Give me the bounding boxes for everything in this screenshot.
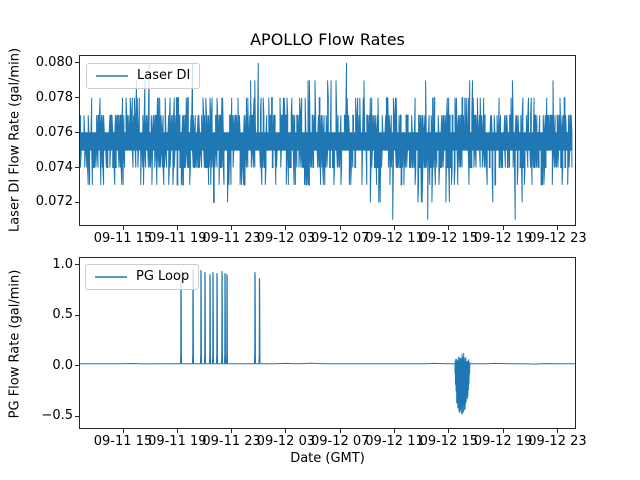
laser-di-plot-line (80, 62, 573, 220)
x-tick-label: 09-12 15 (419, 434, 479, 449)
x-tick-label: 09-11 23 (202, 231, 261, 246)
x-tick-label: 09-12 11 (365, 434, 424, 449)
x-tick-mark (122, 226, 124, 230)
y-tick-label: 0.078 (35, 89, 73, 105)
x-tick-label: 09-12 03 (256, 231, 316, 246)
y-tick-label: 0.080 (35, 54, 73, 70)
figure-title: APOLLO Flow Rates (250, 30, 405, 49)
x-tick-mark (556, 226, 558, 230)
y-tick-label: 0.074 (35, 159, 73, 175)
x-tick-label: 09-11 15 (93, 231, 153, 246)
x-tick-mark (448, 226, 450, 230)
y-tick-label: 0.072 (35, 194, 73, 210)
x-tick-mark (176, 429, 178, 433)
x-tick-label: 09-12 03 (256, 434, 316, 449)
x-tick-mark (176, 226, 178, 230)
y-tick-label: 0.0 (52, 357, 73, 373)
pg-loop-axes: PG Loop (79, 257, 576, 429)
x-tick-mark (285, 429, 287, 433)
x-tick-mark (502, 429, 504, 433)
pg-loop-legend-label: PG Loop (136, 269, 190, 284)
pg-loop-legend: PG Loop (85, 264, 200, 290)
y-tick-mark (75, 314, 79, 316)
x-tick-label: 09-11 19 (148, 434, 207, 449)
y-tick-mark (75, 97, 79, 99)
y-tick-mark (75, 201, 79, 203)
x-tick-label: 09-12 15 (419, 231, 479, 246)
y-tick-mark (75, 62, 79, 64)
y-tick-label: 0.076 (35, 124, 73, 140)
x-tick-label: 09-12 07 (310, 434, 370, 449)
y-tick-mark (75, 365, 79, 367)
y-tick-mark (75, 264, 79, 266)
x-axis-label: Date (GMT) (290, 451, 365, 466)
pg-loop-plot-line (80, 268, 575, 415)
x-tick-mark (122, 429, 124, 433)
y-tick-label: 1.0 (52, 256, 73, 272)
y-tick-mark (75, 415, 79, 417)
laser-di-axes: Laser DI (79, 55, 576, 226)
x-tick-label: 09-12 19 (473, 231, 533, 246)
x-tick-label: 09-12 23 (528, 434, 587, 449)
y-tick-mark (75, 167, 79, 168)
x-tick-mark (448, 429, 450, 433)
laser-di-legend-label: Laser DI (137, 68, 191, 83)
x-tick-mark (231, 429, 233, 433)
x-tick-label: 09-11 15 (93, 434, 153, 449)
y-tick-mark (75, 132, 79, 134)
pg-loop-y-axis-label: PG Flow Rate (gal/min) (7, 269, 23, 419)
x-tick-mark (231, 226, 233, 230)
x-tick-label: 09-12 23 (528, 231, 587, 246)
x-tick-mark (339, 429, 341, 433)
y-tick-label: −0.5 (41, 408, 73, 424)
x-tick-label: 09-12 19 (473, 434, 533, 449)
x-tick-mark (502, 226, 504, 230)
x-tick-label: 09-11 19 (148, 231, 207, 246)
x-tick-mark (285, 226, 287, 230)
x-tick-label: 09-12 11 (365, 231, 424, 246)
legend-line-sample-icon (95, 276, 127, 278)
laser-di-legend: Laser DI (86, 63, 201, 89)
legend-line-sample-icon (96, 75, 128, 77)
x-tick-label: 09-11 23 (202, 434, 261, 449)
y-tick-label: 0.5 (52, 307, 73, 323)
x-tick-mark (394, 226, 396, 230)
x-tick-mark (339, 226, 341, 230)
x-tick-mark (394, 429, 396, 433)
x-tick-mark (556, 429, 558, 433)
x-tick-label: 09-12 07 (310, 231, 370, 246)
